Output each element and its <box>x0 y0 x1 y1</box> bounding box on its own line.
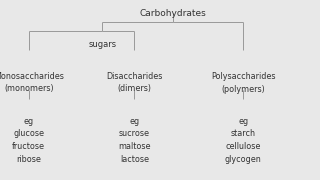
Text: Polysaccharides
(polymers): Polysaccharides (polymers) <box>211 72 276 93</box>
Text: eg
sucrose
maltose
lactose: eg sucrose maltose lactose <box>118 117 151 163</box>
Text: eg
glucose
fructose
ribose: eg glucose fructose ribose <box>12 117 45 163</box>
Text: Monosaccharides
(monomers): Monosaccharides (monomers) <box>0 72 64 93</box>
Text: Disaccharides
(dimers): Disaccharides (dimers) <box>106 72 163 93</box>
Text: eg
starch
cellulose
glycogen: eg starch cellulose glycogen <box>225 117 261 163</box>
Text: sugars: sugars <box>88 40 116 49</box>
Text: Carbohydrates: Carbohydrates <box>140 9 206 18</box>
